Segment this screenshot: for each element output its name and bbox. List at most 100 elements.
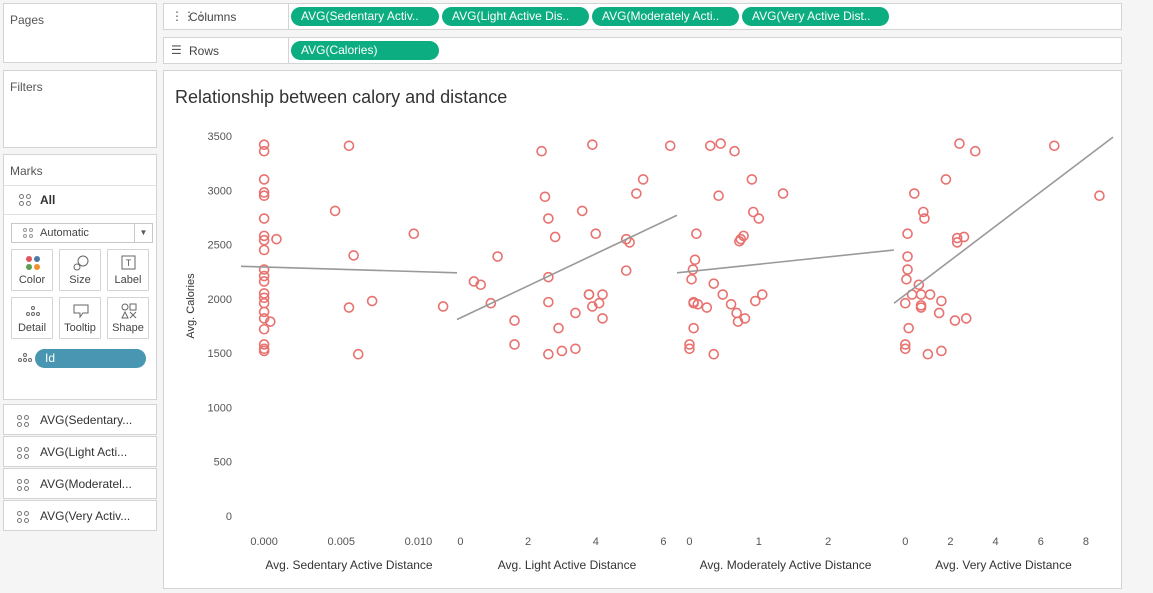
data-point	[739, 313, 751, 324]
data-point	[509, 315, 520, 326]
data-point	[258, 345, 270, 357]
data-point	[688, 322, 699, 334]
data-point	[725, 298, 737, 310]
size-icon	[73, 255, 89, 271]
data-point	[902, 228, 913, 240]
data-point	[620, 233, 632, 245]
data-point	[543, 348, 554, 360]
detail-pill-id[interactable]: Id	[35, 349, 146, 368]
x-tick-label: 2	[947, 536, 953, 548]
y-tick-label: 2000	[208, 294, 232, 306]
marks-title: Marks	[10, 164, 43, 178]
column-pill-light[interactable]: AVG(Light Active Dis..	[442, 7, 589, 26]
data-point	[969, 145, 981, 157]
data-point	[747, 206, 759, 218]
column-pill-very-active[interactable]: AVG(Very Active Dist..	[742, 7, 889, 26]
data-point	[543, 213, 554, 224]
columns-shelf[interactable]: ⋮⋮⋮ Columns AVG(Sedentary Activ.. AVG(Li…	[163, 3, 1122, 30]
measure-row-moderate[interactable]: AVG(Moderatel...	[3, 468, 157, 499]
data-point	[731, 307, 742, 319]
row-pill-calories[interactable]: AVG(Calories)	[291, 41, 439, 60]
detail-icon	[26, 306, 40, 316]
data-point	[637, 174, 649, 185]
data-point	[913, 279, 925, 291]
shape-label: Shape	[112, 322, 144, 334]
data-point	[909, 188, 920, 199]
data-point	[597, 289, 608, 300]
column-pill-moderate[interactable]: AVG(Moderately Acti..	[592, 7, 739, 26]
columns-icon: ⋮⋮⋮	[171, 9, 207, 23]
filters-title: Filters	[10, 80, 43, 94]
data-point	[570, 343, 581, 355]
color-button[interactable]: Color	[11, 249, 53, 291]
x-axis-label: Avg. Very Active Distance	[935, 558, 1072, 572]
data-point	[258, 213, 270, 224]
data-point	[437, 301, 449, 312]
data-point	[902, 251, 913, 262]
label-label: Label	[114, 274, 142, 286]
data-point	[258, 190, 270, 202]
detail-button[interactable]: Detail	[11, 297, 53, 339]
data-point	[717, 289, 729, 300]
columns-label: Columns	[189, 10, 237, 24]
data-point	[1094, 190, 1105, 202]
data-point	[343, 302, 355, 313]
x-tick-label: 0	[902, 536, 908, 548]
data-point	[936, 295, 947, 307]
shape-button[interactable]: Shape	[107, 297, 149, 339]
data-point	[687, 264, 699, 275]
x-tick-label: 0.000	[250, 536, 278, 548]
measure-label: AVG(Sedentary...	[40, 413, 133, 427]
measure-row-light[interactable]: AVG(Light Acti...	[3, 436, 157, 467]
visualization-pane: Relationship between calory and distance…	[163, 70, 1122, 589]
data-point	[915, 300, 927, 311]
multiple-measures-icon	[19, 194, 31, 206]
multiple-measures-icon	[17, 511, 29, 523]
data-point	[536, 145, 547, 157]
data-point	[704, 140, 716, 152]
x-tick-label: 0.005	[328, 536, 356, 548]
data-point	[686, 274, 697, 285]
multiple-measures-icon	[17, 447, 29, 459]
column-pill-sedentary[interactable]: AVG(Sedentary Activ..	[291, 7, 439, 26]
data-point	[940, 174, 952, 185]
data-point	[576, 205, 588, 217]
data-point	[258, 264, 270, 275]
y-tick-label: 500	[214, 457, 232, 469]
measure-row-very-active[interactable]: AVG(Very Activ...	[3, 500, 157, 531]
tooltip-button[interactable]: Tooltip	[59, 297, 101, 339]
size-button[interactable]: Size	[59, 249, 101, 291]
data-point	[664, 140, 676, 152]
data-point	[258, 145, 270, 157]
data-point	[258, 187, 270, 198]
data-point	[258, 276, 270, 287]
filters-card[interactable]: Filters	[3, 70, 157, 148]
mark-type-dropdown[interactable]: Automatic ▼	[11, 223, 153, 243]
data-point	[258, 339, 270, 350]
data-point	[1048, 140, 1060, 152]
y-tick-label: 2500	[208, 240, 232, 252]
size-label: Size	[69, 274, 91, 286]
marks-all-tab[interactable]: All	[4, 185, 156, 215]
data-point	[960, 313, 972, 324]
rows-shelf-header: ☰ Rows	[164, 38, 289, 63]
data-point	[729, 145, 740, 157]
data-point	[475, 279, 486, 291]
data-point	[688, 297, 699, 309]
color-label: Color	[18, 274, 46, 286]
data-point	[258, 270, 270, 282]
data-point	[258, 139, 270, 150]
dropdown-arrow-icon[interactable]: ▼	[134, 224, 152, 242]
data-point	[543, 296, 554, 308]
pages-card[interactable]: Pages	[3, 3, 157, 63]
data-point	[570, 307, 581, 319]
measure-row-sedentary[interactable]: AVG(Sedentary...	[3, 404, 157, 435]
trend-line	[893, 136, 1114, 304]
data-point	[713, 190, 724, 202]
label-button[interactable]: T Label	[107, 249, 149, 291]
measure-label: AVG(Very Activ...	[40, 509, 131, 523]
rows-shelf[interactable]: ☰ Rows AVG(Calories)	[163, 37, 1122, 64]
x-tick-label: 6	[1038, 536, 1044, 548]
data-point	[689, 254, 701, 266]
data-point	[543, 271, 554, 283]
